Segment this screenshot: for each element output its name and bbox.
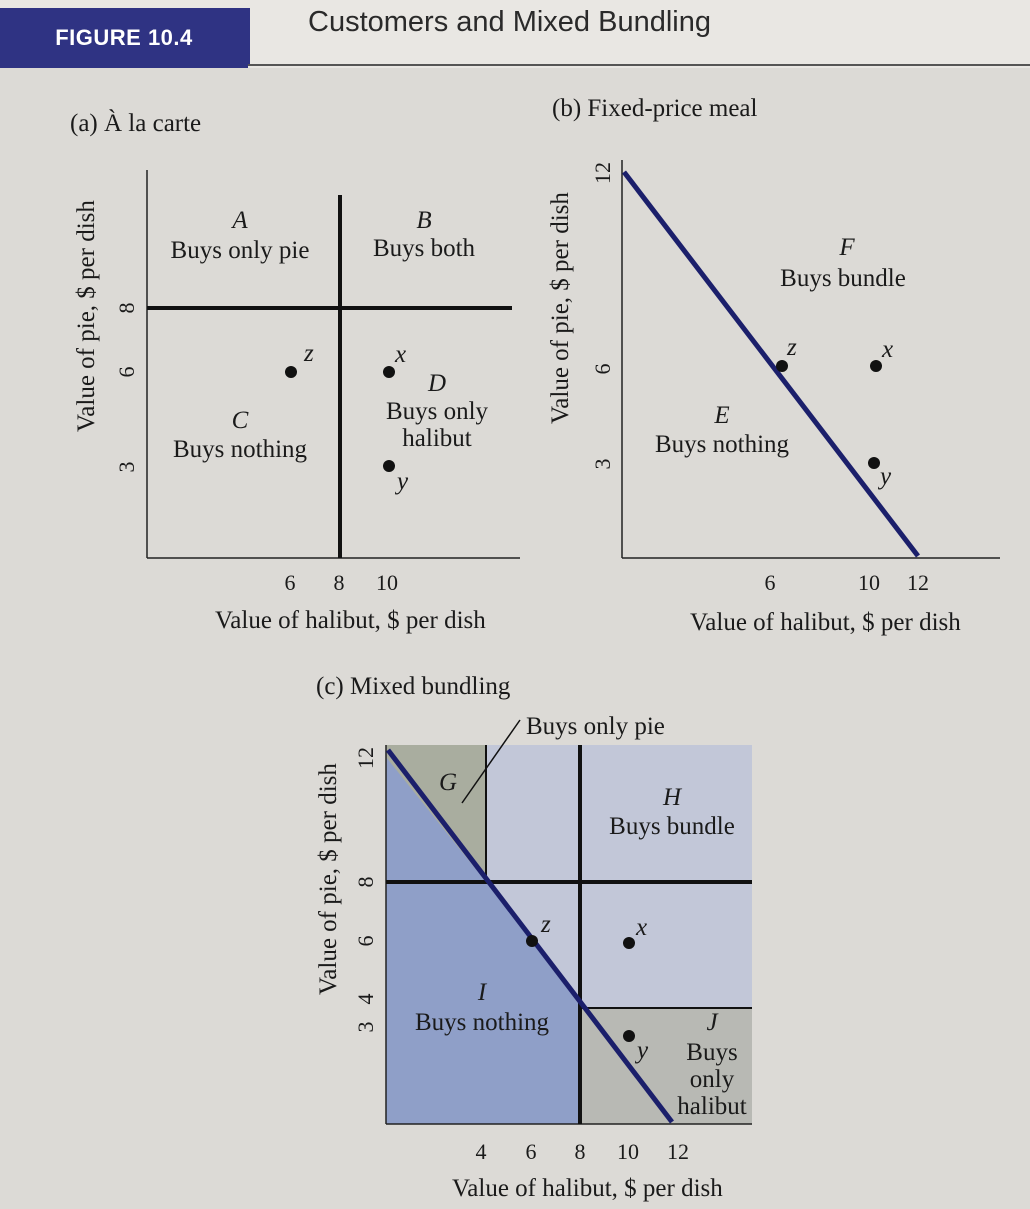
panel-a-xtick: 6 bbox=[285, 570, 296, 595]
callout-leader-line bbox=[461, 719, 521, 804]
point-z-dot bbox=[526, 935, 538, 947]
region-h-label: Buys bundle bbox=[609, 813, 735, 840]
region-j-label: only bbox=[690, 1066, 735, 1093]
panel-b: (b) Fixed-price meal Value of pie, $ per… bbox=[547, 95, 1000, 636]
region-c-label: Buys nothing bbox=[173, 436, 308, 463]
panel-c: (c) Mixed bundling Value of pie, $ per d… bbox=[315, 673, 752, 1202]
point-y-dot bbox=[383, 460, 395, 472]
point-x-dot bbox=[870, 360, 882, 372]
panel-c-xtick: 6 bbox=[526, 1139, 537, 1164]
callout-buys-only-pie: Buys only pie bbox=[526, 713, 665, 740]
figure-number-label: FIGURE 10.4 bbox=[0, 8, 248, 68]
panel-a: (a) À la carte Value of pie, $ per dish … bbox=[70, 109, 520, 634]
panel-c-xlabel: Value of halibut, $ per dish bbox=[452, 1175, 723, 1202]
panel-c-xtick: 8 bbox=[575, 1139, 586, 1164]
region-d-letter: D bbox=[427, 370, 446, 397]
title-rule bbox=[248, 64, 1030, 66]
region-c-letter: C bbox=[232, 407, 249, 434]
panel-c-ylabel: Value of pie, $ per dish bbox=[315, 763, 342, 995]
panel-c-title: (c) Mixed bundling bbox=[316, 673, 511, 700]
panel-a-ylabel: Value of pie, $ per dish bbox=[73, 200, 100, 432]
panel-c-ytick: 12 bbox=[353, 747, 378, 769]
panel-b-bundle-price-line bbox=[622, 170, 920, 558]
panel-a-title: (a) À la carte bbox=[70, 109, 201, 137]
region-a-letter: A bbox=[230, 207, 248, 234]
region-j-label: Buys bbox=[686, 1039, 737, 1066]
region-f-letter: F bbox=[838, 234, 855, 261]
panel-b-ylabel: Value of pie, $ per dish bbox=[547, 192, 574, 424]
panel-b-xtick: 10 bbox=[858, 570, 880, 595]
panel-c-xtick: 4 bbox=[476, 1139, 487, 1164]
point-x-label: x bbox=[881, 336, 893, 363]
panel-a-xlabel: Value of halibut, $ per dish bbox=[215, 607, 486, 634]
region-b-label: Buys both bbox=[373, 235, 476, 262]
point-y-label: y bbox=[634, 1037, 649, 1064]
panel-b-ytick: 12 bbox=[590, 162, 615, 184]
point-z-dot bbox=[285, 366, 297, 378]
region-f-label: Buys bundle bbox=[780, 265, 906, 292]
panel-a-xtick: 10 bbox=[376, 570, 398, 595]
panel-a-ytick: 6 bbox=[114, 367, 139, 378]
panel-c-ytick: 4 bbox=[353, 994, 378, 1005]
region-a-label: Buys only pie bbox=[171, 237, 310, 264]
region-d-label: halibut bbox=[402, 425, 471, 452]
figure-title: Customers and Mixed Bundling bbox=[308, 6, 711, 38]
panel-b-ytick: 3 bbox=[590, 459, 615, 470]
point-z-label: z bbox=[540, 911, 551, 938]
point-x-label: x bbox=[635, 914, 647, 941]
panel-a-ytick: 3 bbox=[114, 462, 139, 473]
panel-b-ytick: 6 bbox=[590, 364, 615, 375]
panel-c-ytick: 3 bbox=[353, 1022, 378, 1033]
region-b-letter: B bbox=[416, 207, 431, 234]
panel-b-title: (b) Fixed-price meal bbox=[552, 95, 758, 122]
region-j-label: halibut bbox=[677, 1093, 746, 1120]
point-x-label: x bbox=[394, 341, 406, 368]
title-rule-left bbox=[248, 8, 250, 66]
region-j-letter: J bbox=[706, 1009, 719, 1036]
point-x-dot bbox=[623, 937, 635, 949]
panel-b-xtick: 12 bbox=[907, 570, 929, 595]
region-e-label: Buys nothing bbox=[655, 431, 790, 458]
panel-b-xtick: 6 bbox=[765, 570, 776, 595]
region-i-fill bbox=[386, 882, 582, 1124]
region-g-letter: G bbox=[439, 769, 457, 796]
panel-c-ytick: 8 bbox=[353, 877, 378, 888]
point-y-dot bbox=[868, 457, 880, 469]
point-z-label: z bbox=[303, 340, 314, 367]
panel-c-xtick: 10 bbox=[617, 1139, 639, 1164]
region-d-label: Buys only bbox=[386, 398, 489, 425]
region-e-letter: E bbox=[713, 402, 729, 429]
region-h-letter: H bbox=[662, 784, 683, 811]
panel-c-xtick: 12 bbox=[667, 1139, 689, 1164]
point-x-dot bbox=[383, 366, 395, 378]
region-i-label: Buys nothing bbox=[415, 1009, 550, 1036]
region-i-letter: I bbox=[477, 979, 488, 1006]
panel-b-xlabel: Value of halibut, $ per dish bbox=[690, 609, 961, 636]
panel-a-xtick: 8 bbox=[334, 570, 345, 595]
panel-a-ytick: 8 bbox=[114, 303, 139, 314]
point-y-dot bbox=[623, 1030, 635, 1042]
point-z-dot bbox=[776, 360, 788, 372]
point-y-label: y bbox=[877, 463, 892, 490]
panel-c-ytick: 6 bbox=[353, 936, 378, 947]
point-y-label: y bbox=[394, 468, 409, 495]
point-z-label: z bbox=[786, 334, 797, 361]
region-i-fill bbox=[386, 757, 486, 882]
